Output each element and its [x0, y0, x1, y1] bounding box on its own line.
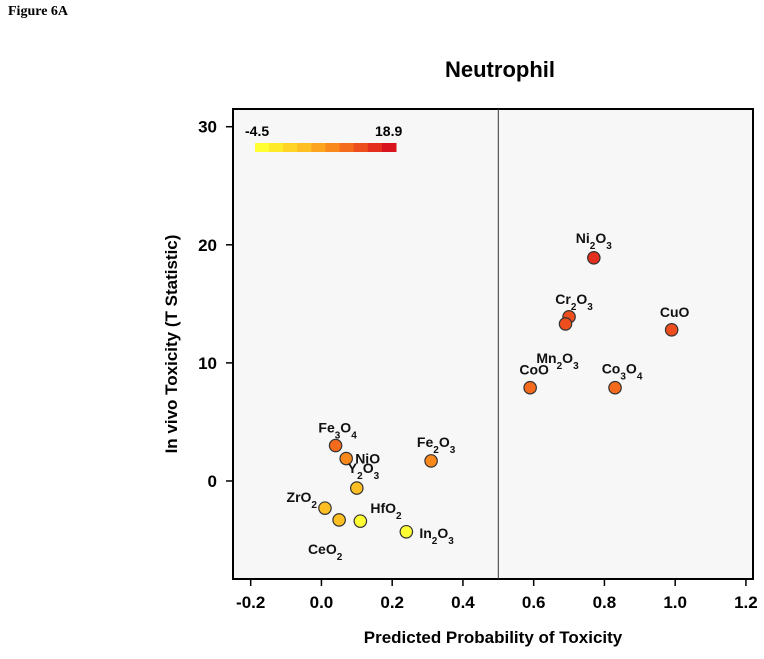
- x-tick-label: 0.0: [310, 593, 334, 612]
- x-tick-label: 1.2: [734, 593, 758, 612]
- point-label: Fe3O4: [318, 420, 357, 442]
- x-tick-label: -0.2: [236, 593, 265, 612]
- point-label: Mn2O3: [536, 350, 579, 372]
- point-label: In2O3: [419, 525, 454, 547]
- colorbar-segment: [255, 143, 270, 152]
- colorbar-segment: [353, 143, 369, 152]
- x-tick-label: 1.0: [663, 593, 687, 612]
- x-tick-label: 0.6: [522, 593, 546, 612]
- point-labels: Ni2O3 Cr2O3 Mn2O3 CuO CoO Co3O4 Fe3O4 NiO Fe2O3 Y…: [287, 230, 690, 563]
- data-point: [587, 250, 601, 265]
- colorbar-segment: [297, 143, 312, 152]
- point-label: CoO: [519, 362, 549, 378]
- data-point: [558, 317, 573, 331]
- colorbar-segment: [311, 143, 326, 152]
- point-label: Co3O4: [602, 361, 643, 383]
- colorbar-segment: [269, 143, 284, 152]
- point-label: Ni2O3: [576, 230, 612, 252]
- colorbar-segment: [325, 143, 341, 152]
- data-point: [350, 481, 364, 495]
- point-label: CuO: [660, 304, 690, 320]
- colorbar-segment: [339, 143, 355, 152]
- colorbar-segment: [367, 143, 383, 152]
- y-axis-label: In vivo Toxicity (T Statistic): [162, 235, 181, 454]
- data-point: [424, 454, 438, 468]
- data-point: [664, 323, 679, 337]
- point-label: Y2O3: [348, 460, 380, 482]
- x-tick-label: 0.8: [593, 593, 617, 612]
- data-point: [353, 514, 368, 528]
- point-label: CeO2: [308, 541, 343, 563]
- x-axis-label: Predicted Probability of Toxicity: [364, 628, 623, 647]
- chart-title: Neutrophil: [445, 57, 555, 82]
- y-tick-label: 10: [198, 354, 217, 373]
- figure-label: Figure 6A: [8, 4, 69, 19]
- data-point: [328, 438, 343, 453]
- data-point: [608, 380, 622, 395]
- colorbar: -4.5 18.9: [245, 123, 402, 152]
- colorbar-max-label: 18.9: [375, 123, 402, 139]
- data-point: [318, 501, 332, 515]
- point-label: Fe2O3: [417, 434, 456, 456]
- colorbar-min-label: -4.5: [245, 123, 269, 139]
- x-tick-label: 0.2: [380, 593, 404, 612]
- colorbar-segment: [381, 143, 397, 152]
- data-point: [332, 513, 346, 527]
- data-point: [523, 380, 537, 395]
- data-point: [339, 451, 353, 466]
- x-tick-label: 0.4: [451, 593, 475, 612]
- colorbar-segment: [283, 143, 298, 152]
- point-label: Cr2O3: [555, 291, 593, 313]
- y-tick-label: 30: [198, 118, 217, 137]
- data-points: [318, 250, 679, 539]
- data-point: [399, 524, 414, 539]
- y-tick-label: 20: [198, 236, 217, 255]
- point-label: NiO: [355, 451, 380, 467]
- point-label: ZrO2: [287, 489, 318, 511]
- y-tick-label: 0: [208, 472, 217, 491]
- point-label: HfO2: [370, 500, 402, 522]
- plot-panel: [232, 108, 754, 580]
- axis-ticks: -0.2 0.0 0.2 0.4 0.6 0.8 1.0 1.2 0 10 20 30: [198, 118, 758, 612]
